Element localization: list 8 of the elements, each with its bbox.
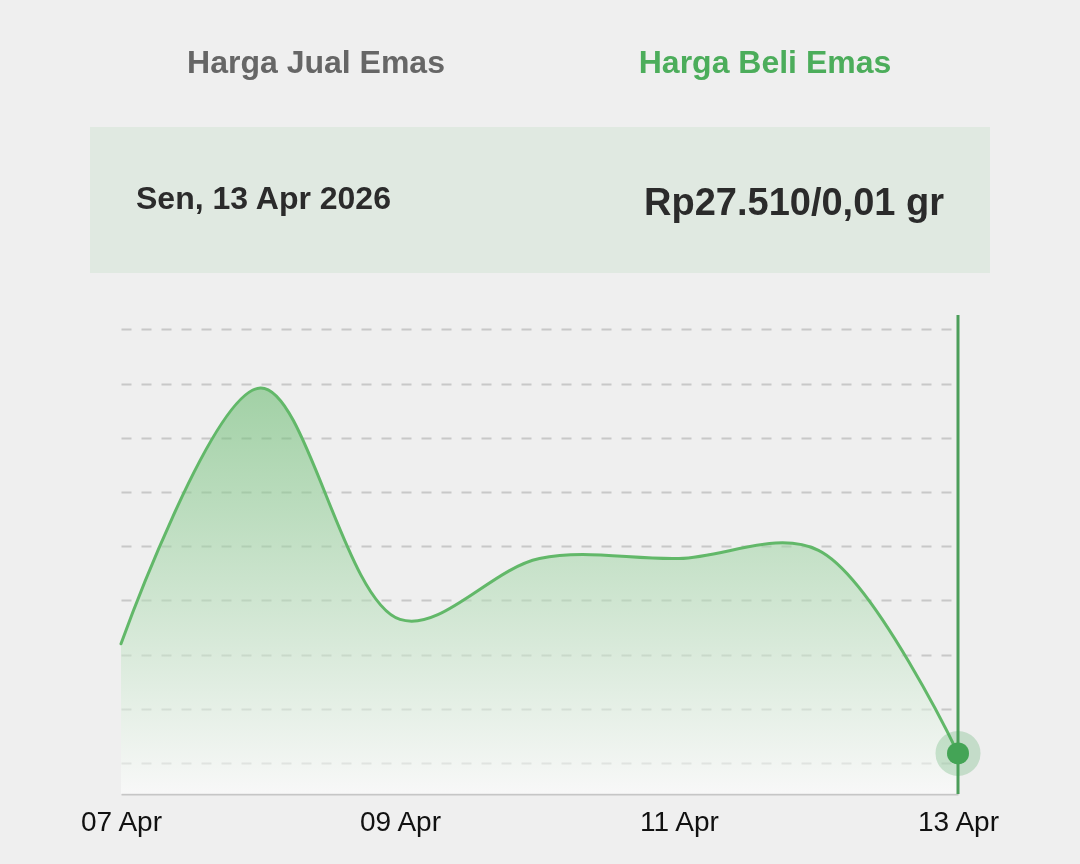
- x-tick-label: 13 Apr: [918, 805, 999, 837]
- chart-title: Harga Beli Emas: [638, 44, 892, 80]
- text: Rp27.510/0,01 gr: [644, 181, 945, 223]
- text: Sen, 13 Apr 2026: [136, 180, 391, 216]
- x-tick-label: 11 Apr: [640, 805, 719, 837]
- x-tick-label: 07 Apr: [81, 805, 162, 837]
- text: Harga Jual Emas: [187, 44, 445, 80]
- x-tick-label: 09 Apr: [360, 805, 441, 837]
